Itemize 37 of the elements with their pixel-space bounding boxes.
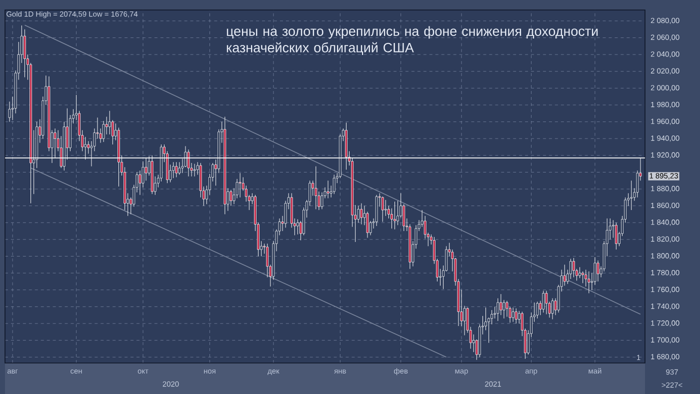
candlestick (512, 307, 514, 322)
candlestick (496, 298, 500, 322)
text: цены на золото укрепились на фоне снижения доходности казначейских облигаций США (226, 26, 598, 55)
candlestick (551, 298, 554, 320)
candlestick (536, 301, 539, 319)
candlestick (102, 120, 105, 142)
candlestick (500, 294, 502, 316)
candlestick (138, 170, 142, 196)
candlestick (394, 201, 396, 230)
candlestick (193, 164, 196, 177)
candlestick (360, 203, 363, 225)
candlestick (545, 290, 548, 314)
candlestick (314, 166, 318, 210)
candlestick (296, 219, 299, 235)
candlestick (472, 334, 475, 352)
candlestick (238, 172, 242, 198)
candlestick (230, 190, 232, 206)
candlestick (630, 180, 633, 210)
candlestick (384, 200, 387, 216)
candlestick (108, 110, 111, 135)
candlestick (588, 271, 590, 294)
candlestick (582, 271, 584, 284)
candlestick (332, 174, 336, 194)
candlestick (614, 222, 618, 250)
candlestick (178, 162, 181, 175)
candlestick (172, 162, 175, 178)
candlestick (542, 290, 545, 313)
candlestick (175, 162, 178, 178)
candlestick (502, 300, 506, 319)
candlestick (24, 29, 26, 78)
candlestick (596, 260, 600, 282)
candlestick (326, 180, 330, 199)
candlestick (514, 308, 518, 324)
candlestick (381, 196, 384, 222)
candlestick (563, 264, 566, 286)
candlestick (572, 258, 575, 278)
candlestick (105, 116, 108, 135)
